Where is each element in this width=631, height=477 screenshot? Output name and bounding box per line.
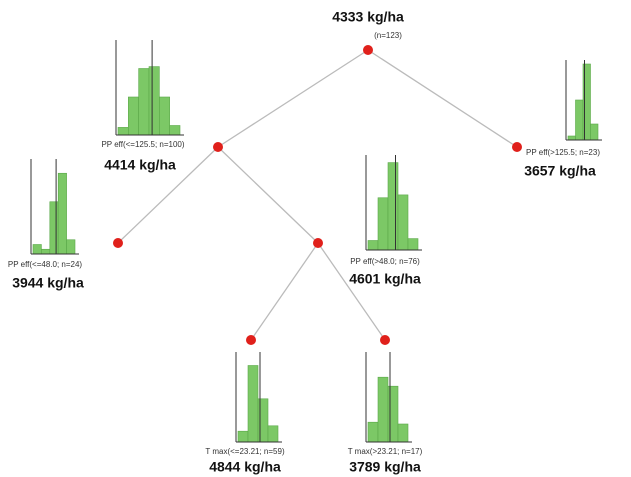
- histogram-bar: [377, 197, 389, 251]
- node-dot: [512, 142, 522, 152]
- tree-node: T max(>23.21; n=17) 3789 kg/ha: [348, 335, 423, 475]
- histogram-bar: [267, 425, 279, 443]
- histogram-bar: [32, 244, 42, 255]
- node-value: 4414 kg/ha: [104, 157, 176, 173]
- tree-node: PP eff(>125.5; n=23) 3657 kg/ha: [512, 60, 602, 179]
- histogram-bar: [575, 99, 584, 141]
- edge: [117, 146, 219, 244]
- node-condition: PP eff(<=48.0; n=24): [8, 260, 83, 269]
- histogram-bar: [169, 125, 181, 136]
- histogram-bar: [117, 127, 129, 136]
- edge: [367, 49, 518, 148]
- tree-node: PP eff(<=125.5; n=100) 4414 kg/ha: [101, 40, 223, 173]
- node-condition: PP eff(>125.5; n=23): [526, 148, 600, 157]
- edges: [117, 49, 518, 341]
- node-value: 4601 kg/ha: [349, 271, 421, 287]
- histogram-bar: [387, 162, 399, 251]
- node-condition: PP eff(>48.0; n=76): [350, 257, 420, 266]
- histogram-bar: [138, 68, 150, 136]
- tree-node: T max(<=23.21; n=59) 4844 kg/ha: [205, 335, 285, 475]
- node-value: 3944 kg/ha: [12, 275, 84, 291]
- node-dot: [363, 45, 373, 55]
- node-dot: [213, 142, 223, 152]
- tree-node: (n=123) 4333 kg/ha: [332, 9, 404, 55]
- node-condition: T max(>23.21; n=17): [348, 447, 423, 456]
- histogram-bar: [159, 96, 170, 136]
- histogram-bar: [128, 96, 139, 136]
- node-value: 4844 kg/ha: [209, 459, 281, 475]
- histogram-bar: [66, 239, 76, 255]
- histogram-bar: [590, 123, 599, 141]
- edge: [317, 242, 386, 341]
- edge: [217, 146, 319, 244]
- edge: [250, 242, 319, 341]
- histogram-bar: [407, 238, 419, 251]
- histogram-bar: [57, 172, 67, 255]
- histogram-bar: [237, 430, 249, 443]
- node-condition: (n=123): [374, 31, 402, 40]
- node-dot: [246, 335, 256, 345]
- histogram-bar: [397, 423, 409, 443]
- histogram-bar: [367, 421, 379, 443]
- tree-node: PP eff(<=48.0; n=24) 3944 kg/ha: [8, 159, 123, 291]
- histogram-bar: [367, 240, 379, 251]
- histogram-bar: [49, 201, 59, 255]
- node-dot: [380, 335, 390, 345]
- node-value: 3789 kg/ha: [349, 459, 421, 475]
- tree-node: PP eff(>48.0; n=76) 4601 kg/ha: [313, 155, 422, 287]
- histogram-bar: [377, 376, 389, 443]
- histogram-bar: [41, 248, 51, 255]
- edge: [217, 49, 369, 148]
- node-condition: T max(<=23.21; n=59): [205, 447, 285, 456]
- histogram-bar: [247, 365, 259, 443]
- histogram-bar: [567, 135, 576, 141]
- node-value: 4333 kg/ha: [332, 9, 404, 25]
- histogram-bar: [397, 194, 409, 251]
- histogram-bar: [148, 66, 160, 136]
- node-condition: PP eff(<=125.5; n=100): [101, 140, 184, 149]
- node-dot: [313, 238, 323, 248]
- node-dot: [113, 238, 123, 248]
- node-value: 3657 kg/ha: [524, 163, 596, 179]
